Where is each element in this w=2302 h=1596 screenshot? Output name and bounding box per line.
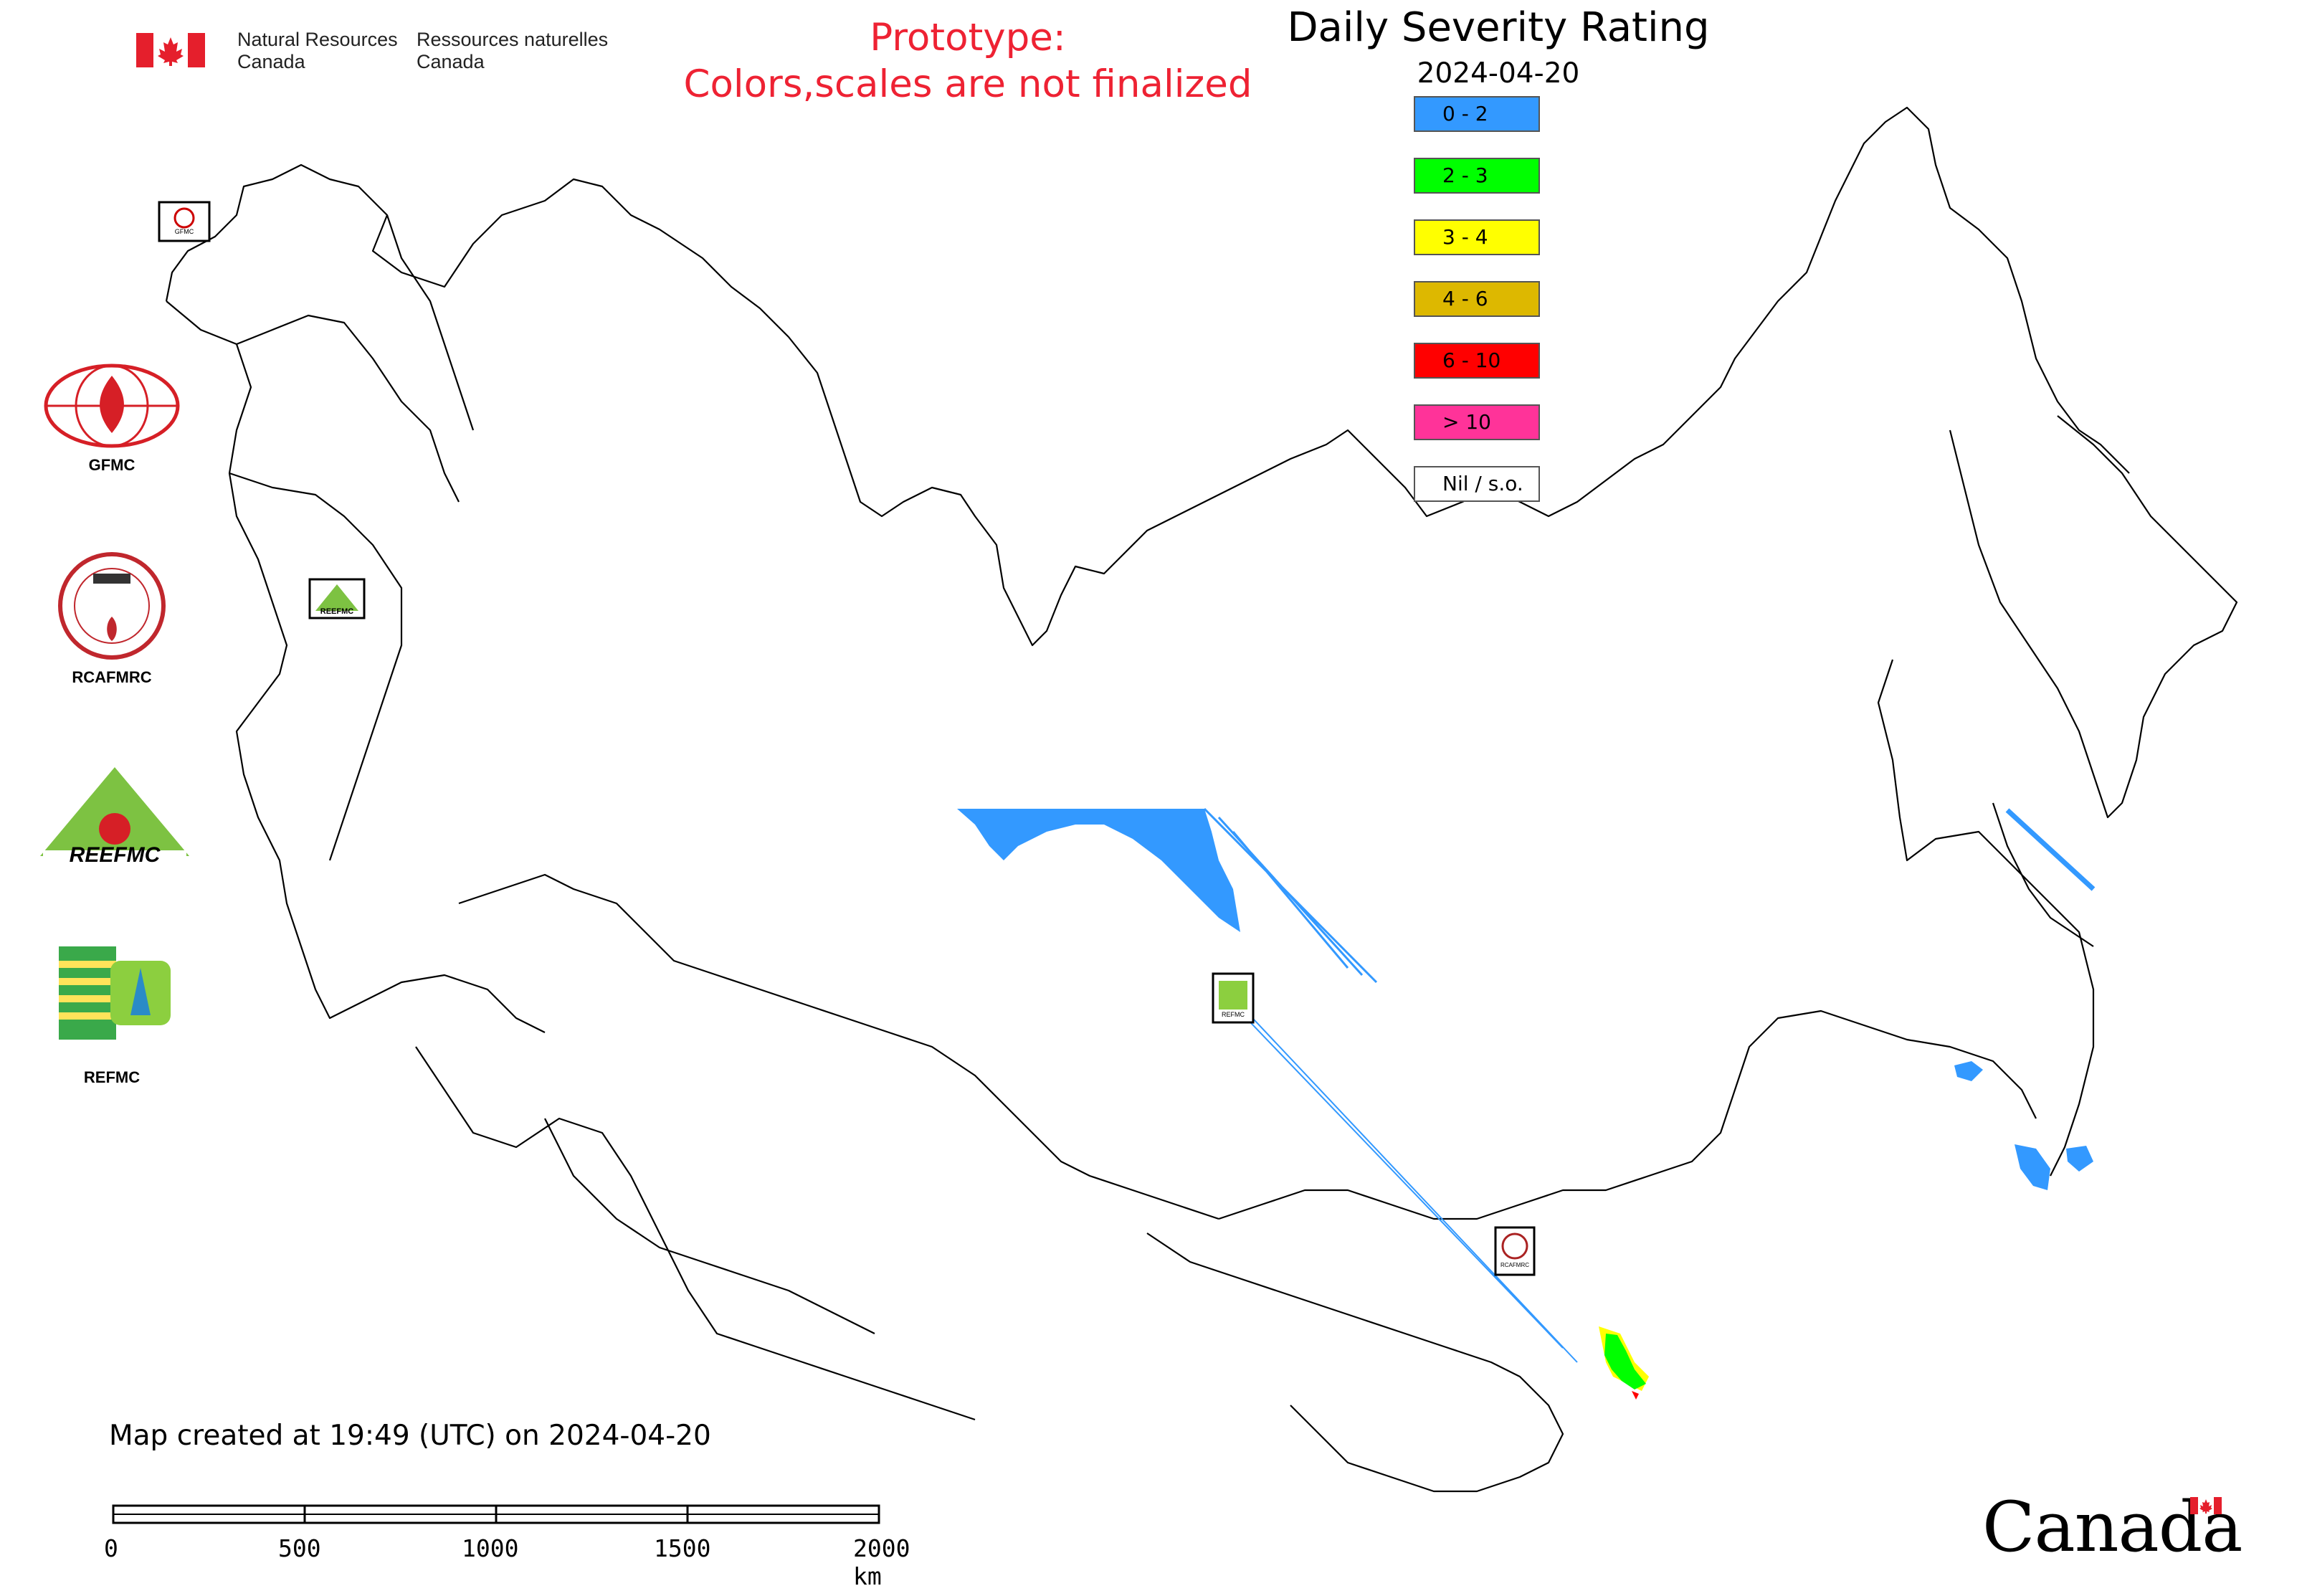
map-agency-markers [158,201,1536,1276]
legend-item-4-6: 4 - 6 [1414,281,1540,317]
scale-tick-0: 0 [104,1534,118,1562]
rating-diagonal-lines [1218,982,1578,1363]
central-asia-borders [415,1046,976,1421]
agency-label-reefmc: REEFMC [69,843,161,867]
refmc-logo-icon [59,946,171,1040]
legend-item-2-3: 2 - 3 [1414,158,1540,194]
legend-item-nil: Nil / s.o. [1414,466,1540,502]
legend-item-0-2: 0 - 2 [1414,96,1540,132]
org-name-en-line2: Canada [237,51,305,72]
far-east-patch-2 [2015,1144,2050,1190]
reefmc-logo-icon [40,767,189,869]
scale-bar: 0 500 1000 1500 2000 km [104,1498,910,1590]
finland-border [386,214,475,431]
legend-item-6-10: 6 - 10 [1414,343,1540,379]
legend-item-3-4: 3 - 4 [1414,219,1540,255]
mongolia-border [1146,1232,1564,1493]
gfmc-logo-icon [44,364,180,448]
map-title: Daily Severity Rating [1287,4,1710,51]
map-marker-refmc-label: REFMC [1222,1011,1245,1018]
rating-patch-2-3 [1604,1334,1646,1390]
map-created-timestamp: Map created at 19:49 (UTC) on 2024-04-20 [109,1420,711,1452]
rating-patch-6-10 [1632,1391,1639,1400]
legend-item-label: 0 - 2 [1442,102,1488,125]
rating-streaks-0-2 [1203,807,1378,984]
prototype-notice-line2: Colors,scales are not finalized [683,62,1252,106]
legend-item-label: 3 - 4 [1442,225,1488,249]
ukraine-border [229,472,403,861]
legend-item-label: 2 - 3 [1442,163,1488,187]
scale-tick-500: 500 [278,1534,321,1562]
far-east-patch-kamchatka [2005,808,2096,891]
org-name-en-line1: Natural Resources [237,29,398,50]
scale-bar-graphic [112,1504,880,1524]
agency-label-rcafmrc: RCAFMRC [72,668,152,686]
far-east-patch-1 [1954,1061,1983,1081]
legend-item-label: Nil / s.o. [1442,472,1523,495]
russia-china-border [1218,1010,2037,1220]
scale-tick-1000: 1000 [462,1534,519,1562]
scale-tick-2000: 2000 km [853,1534,910,1590]
baltic-borders [236,314,460,503]
legend-item-over-10: > 10 [1414,404,1540,440]
severity-patches [957,807,2096,1400]
arctic-coastline [165,106,2130,647]
western-europe-borders [166,300,546,1033]
rcafmrc-logo-icon [58,552,166,660]
canada-wordmark: Canada [1982,1491,2242,1563]
prototype-notice-line1: Prototype: [870,16,1066,60]
agency-label-refmc: REFMC [83,1068,141,1086]
wordmark-flag-icon [2190,1497,2222,1514]
kamchatka-coast [1949,415,2238,819]
legend-item-label: 4 - 6 [1442,287,1488,310]
map-marker-reefmc-label: REEFMC [320,607,354,616]
scale-tick-1500: 1500 [654,1534,711,1562]
legend-item-label: 6 - 10 [1442,348,1501,372]
map-marker-gfmc-label: GFMC [174,228,194,235]
prototype-notice: Prototype: Colors,scales are not finaliz… [645,14,1290,108]
kazakhstan-border [458,873,1219,1220]
org-name-fr-line1: Ressources naturelles [417,29,609,50]
legend-item-label: > 10 [1442,410,1491,434]
nrcan-signature: Natural Resources Canada Ressources natu… [136,29,638,79]
canada-flag-icon [136,33,205,67]
uzbek-borders [544,1118,875,1334]
map-marker-rcafmrc-label: RCAFMRC [1500,1262,1529,1268]
far-east-coast [1877,659,2095,1177]
canada-wordmark-text: Canada [1982,1487,2242,1567]
org-name-fr-line2: Canada [417,51,485,72]
rating-patch-0-2 [957,809,1240,932]
far-east-patch-3 [2066,1146,2093,1172]
sakhalin-island [1992,802,2094,947]
agency-label-gfmc: GFMC [88,456,135,474]
map-date: 2024-04-20 [1417,57,1580,90]
